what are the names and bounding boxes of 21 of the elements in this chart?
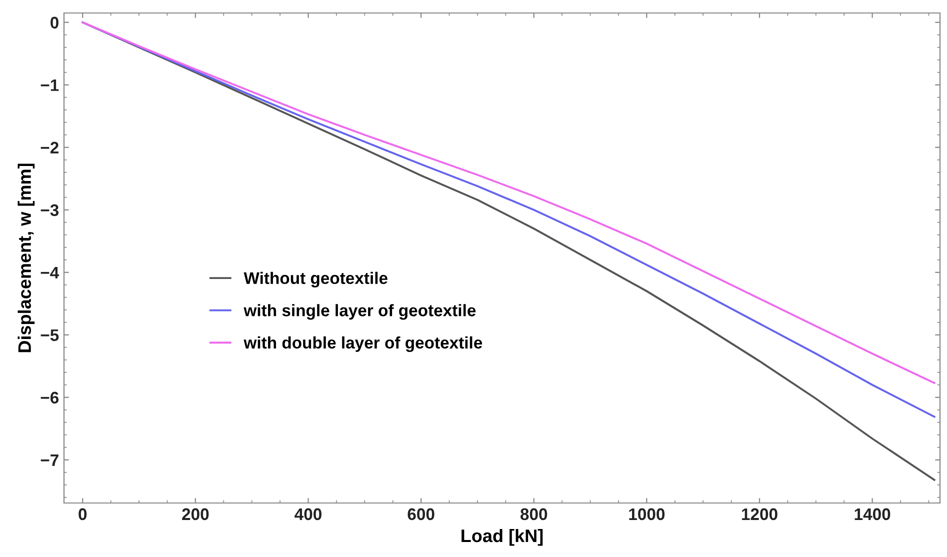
x-tick-label: 1400 (854, 508, 890, 520)
y-tick-label: −2 (40, 142, 58, 154)
x-tick-label: 600 (408, 508, 434, 520)
legend-label: Without geotextile (244, 272, 388, 288)
y-tick-label: −3 (40, 204, 59, 216)
x-axis-title: Load [kN] (462, 528, 543, 546)
y-tick-label: −1 (40, 79, 59, 91)
x-tick-label: 1200 (742, 508, 778, 520)
x-tick-label: 1000 (629, 508, 665, 520)
y-tick-label: −7 (40, 454, 58, 466)
x-tick-label: 200 (182, 508, 209, 520)
y-tick-label: 0 (50, 16, 58, 29)
x-tick-label: 800 (520, 508, 548, 520)
legend-label: with single layer of geotextile (244, 304, 476, 320)
y-tick-label: −6 (40, 392, 59, 404)
x-tick-label: 0 (78, 508, 87, 520)
legend-label: with double layer of geotextile (244, 336, 482, 352)
x-tick-label: 400 (294, 508, 322, 520)
y-tick-label: −5 (40, 329, 59, 342)
y-axis-title: Displacement, w [mm] (18, 164, 35, 352)
y-tick-label: −4 (40, 266, 60, 278)
